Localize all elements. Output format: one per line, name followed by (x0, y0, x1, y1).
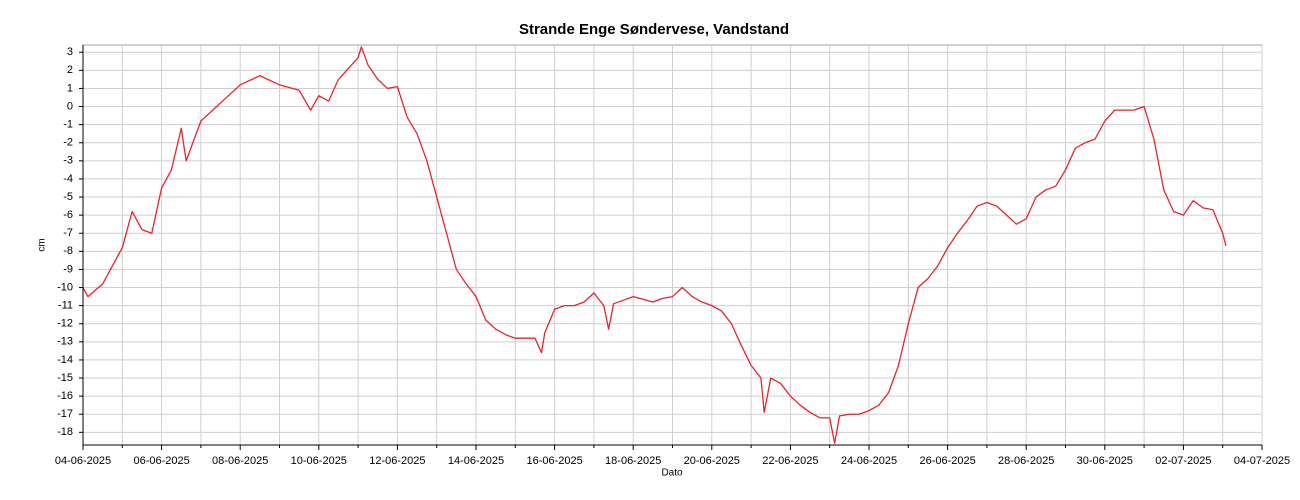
y-tick-label: 2 (67, 64, 73, 76)
data-line (82, 46, 1227, 444)
y-tick-label: -17 (57, 408, 73, 420)
x-tick-label: 14-06-2025 (448, 455, 504, 467)
x-tick-label: 22-06-2025 (762, 455, 818, 467)
x-tick-label: 28-06-2025 (998, 455, 1054, 467)
x-tick-label: 08-06-2025 (212, 455, 268, 467)
y-tick-label: -4 (63, 173, 73, 185)
y-tick-label: -1 (63, 119, 73, 131)
x-tick-label: 02-07-2025 (1155, 455, 1211, 467)
y-tick-label: -12 (57, 318, 73, 330)
y-tick-label: -5 (63, 191, 73, 203)
y-tick-label: -7 (63, 227, 73, 239)
x-tick-label: 18-06-2025 (605, 455, 661, 467)
y-tick-label: -2 (63, 137, 73, 149)
y-tick-label: -11 (58, 300, 73, 312)
y-tick-label: -18 (57, 426, 73, 438)
y-tick-label: -3 (63, 155, 73, 167)
x-tick-label: 26-06-2025 (919, 455, 975, 467)
grid (82, 44, 1263, 446)
x-tick-label: 06-06-2025 (133, 455, 189, 467)
plot (82, 46, 1227, 444)
x-tick-label: 10-06-2025 (291, 455, 347, 467)
x-tick-label: 20-06-2025 (684, 455, 740, 467)
x-tick-label: 04-07-2025 (1234, 455, 1290, 467)
axes: -18-17-16-15-14-13-12-11-10-9-8-7-6-5-4-… (55, 45, 1290, 467)
x-tick-label: 30-06-2025 (1077, 455, 1133, 467)
x-tick-label: 16-06-2025 (526, 455, 582, 467)
y-tick-label: 1 (67, 82, 73, 94)
y-tick-label: -6 (63, 209, 73, 221)
x-tick-label: 24-06-2025 (841, 455, 897, 467)
y-tick-label: 0 (67, 100, 73, 112)
y-tick-label: -16 (57, 390, 73, 402)
y-tick-label: -10 (57, 281, 73, 293)
y-tick-label: -15 (57, 372, 73, 384)
y-tick-label: -14 (57, 354, 73, 366)
y-axis-label: cm (37, 238, 48, 251)
y-tick-label: 3 (67, 46, 73, 58)
x-axis-label: Dato (661, 468, 683, 479)
y-tick-label: -8 (63, 245, 73, 257)
chart-title: Strande Enge Søndervese, Vandstand (519, 21, 789, 38)
x-tick-label: 12-06-2025 (369, 455, 425, 467)
x-tick-label: 04-06-2025 (55, 455, 111, 467)
y-tick-label: -9 (63, 263, 73, 275)
y-tick-label: -13 (57, 336, 73, 348)
